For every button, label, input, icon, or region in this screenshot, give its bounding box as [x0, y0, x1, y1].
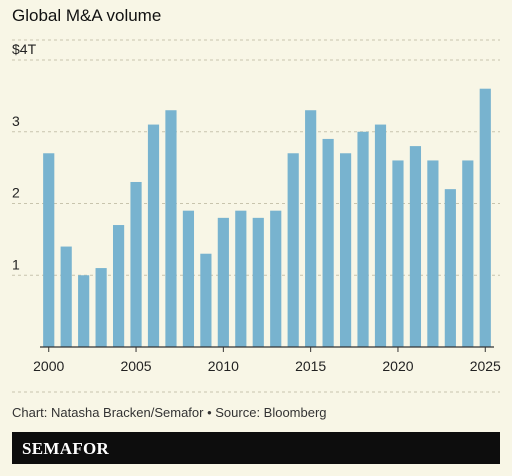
- bar-2003: [95, 268, 107, 347]
- bar-2019: [374, 124, 387, 347]
- bar-2011: [235, 210, 247, 347]
- bar-2001: [60, 246, 72, 347]
- bar-2023: [444, 189, 456, 347]
- bar-chart: 1 2 3 $4T 2000 2005 2010 2015 2020 2025: [12, 39, 501, 393]
- x-tick-label: 2015: [295, 358, 326, 374]
- bar-2020: [392, 160, 404, 347]
- bar-2013: [270, 210, 282, 347]
- bar-2025: [479, 88, 491, 347]
- bar-2009: [200, 253, 212, 347]
- x-tick-label: 2005: [120, 358, 151, 374]
- bar-2018: [357, 131, 369, 347]
- brand-bar: SEMAFOR: [12, 432, 500, 464]
- bar-2005: [130, 181, 142, 347]
- bar-2012: [252, 217, 264, 347]
- bar-2002: [78, 275, 90, 347]
- semafor-logo: SEMAFOR: [22, 439, 110, 458]
- bar-2000: [43, 153, 55, 347]
- x-tick-label: 2020: [382, 358, 413, 374]
- y-tick-label: 1: [12, 256, 20, 272]
- bar-2007: [165, 110, 177, 347]
- bar-2006: [147, 124, 160, 347]
- y-tick-label: 2: [12, 185, 20, 201]
- bar-2008: [182, 210, 195, 347]
- bar-2004: [112, 225, 125, 347]
- x-tick-label: 2025: [470, 358, 501, 374]
- bar-2022: [427, 160, 439, 347]
- source-credit: Chart: Natasha Bracken/Semafor • Source:…: [12, 405, 327, 420]
- bar-2015: [305, 110, 317, 347]
- bar-2014: [287, 153, 299, 347]
- bar-2010: [217, 217, 229, 347]
- bar-2016: [322, 138, 334, 347]
- y-tick-label: 3: [12, 113, 20, 129]
- y-tick-label: $4T: [12, 41, 37, 57]
- bar-2024: [462, 160, 474, 347]
- bar-2017: [339, 153, 352, 347]
- bar-2021: [409, 146, 422, 347]
- x-tick-label: 2010: [208, 358, 239, 374]
- x-tick-label: 2000: [33, 358, 64, 374]
- chart-title: Global M&A volume: [12, 6, 162, 25]
